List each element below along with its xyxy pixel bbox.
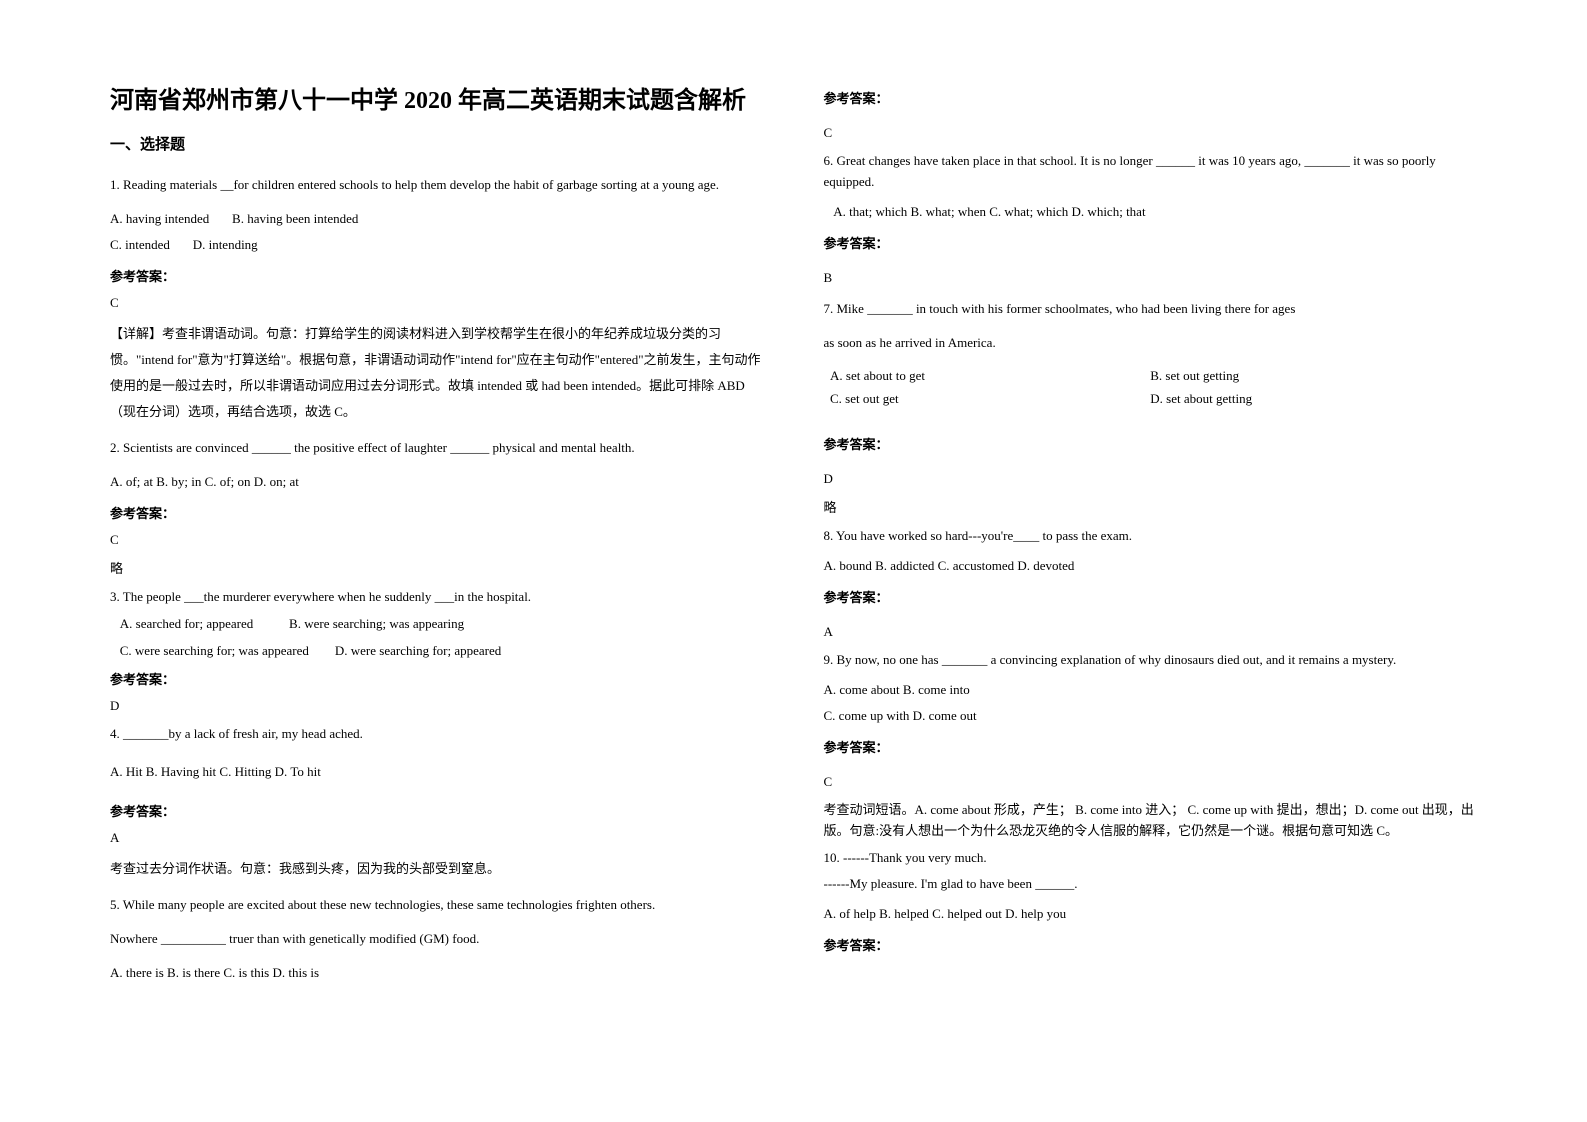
q7-opts-row2: C. set out get D. set about getting xyxy=(824,387,1478,410)
q7-optA-text: A. set about to get xyxy=(830,368,925,383)
q6-options-text: A. that; which B. what; when C. what; wh… xyxy=(833,204,1145,219)
q7-optA: A. set about to get xyxy=(824,364,1151,387)
q1-options: A. having intended B. having been intend… xyxy=(110,206,764,232)
q3-text: 3. The people ___the murderer everywhere… xyxy=(110,587,764,608)
q5-options: A. there is B. is there C. is this D. th… xyxy=(110,960,764,986)
q8-text: 8. You have worked so hard---you're____ … xyxy=(824,526,1478,547)
q2-answer: C xyxy=(110,532,764,548)
q9-answer: C xyxy=(824,774,1478,790)
q9-optsAB: A. come about B. come into xyxy=(824,677,1478,703)
spacer xyxy=(110,785,764,793)
q10-text1: 10. ------Thank you very much. xyxy=(824,848,1478,869)
q7-text1: 7. Mike _______ in touch with his former… xyxy=(824,296,1478,322)
q3-opts1: A. searched for; appeared B. were search… xyxy=(110,614,764,635)
q6-answer: B xyxy=(824,270,1478,286)
q5-answer: C xyxy=(824,125,1478,141)
q4-text: 4. _______by a lack of fresh air, my hea… xyxy=(110,724,764,745)
q3-optB: B. were searching; was appearing xyxy=(289,616,464,631)
q6-answer-label: 参考答案： xyxy=(824,233,1478,252)
q1-text: 1. Reading materials __for children ente… xyxy=(110,172,764,198)
q1-explanation: 【详解】考查非谓语动词。句意：打算给学生的阅读材料进入到学校帮学生在很小的年纪养… xyxy=(110,321,764,425)
q7-answer: D xyxy=(824,471,1478,487)
spacer xyxy=(824,262,1478,270)
q3-opts2: C. were searching for; was appeared D. w… xyxy=(110,641,764,662)
q3-optA: A. searched for; appeared xyxy=(120,616,254,631)
spacer xyxy=(110,751,764,759)
q7-answer-label: 参考答案： xyxy=(824,434,1478,453)
q2-text: 2. Scientists are convinced ______ the p… xyxy=(110,435,764,461)
q7-opts-row1: A. set about to get B. set out getting xyxy=(824,364,1478,387)
q8-answer-label: 参考答案： xyxy=(824,587,1478,606)
q9-explanation: 考查动词短语。A. come about 形成，产生； B. come into… xyxy=(824,800,1478,842)
q4-answer: A xyxy=(110,830,764,846)
q1-options2: C. intended D. intending xyxy=(110,232,764,258)
q7-optC: C. set out get xyxy=(824,387,1151,410)
q8-answer: A xyxy=(824,624,1478,640)
q10-options: A. of help B. helped C. helped out D. he… xyxy=(824,901,1478,927)
right-column: 参考答案： C 6. Great changes have taken plac… xyxy=(794,80,1493,1082)
q3-answer-label: 参考答案： xyxy=(110,669,764,688)
q10-answer-label: 参考答案： xyxy=(824,935,1478,954)
q1-optD: D. intending xyxy=(193,237,258,252)
q2-answer-label: 参考答案： xyxy=(110,503,764,522)
q5-answer-label: 参考答案： xyxy=(824,88,1478,107)
q9-answer-label: 参考答案： xyxy=(824,737,1478,756)
q8-options: A. bound B. addicted C. accustomed D. de… xyxy=(824,553,1478,579)
q2-options: A. of; at B. by; in C. of; on D. on; at xyxy=(110,469,764,495)
q1-answer-label: 参考答案： xyxy=(110,266,764,285)
left-column: 河南省郑州市第八十一中学 2020 年高二英语期末试题含解析 一、选择题 1. … xyxy=(95,80,794,1082)
q7-optD: D. set about getting xyxy=(1150,387,1477,410)
spacer xyxy=(824,117,1478,125)
q4-explanation: 考查过去分词作状语。句意：我感到头疼，因为我的头部受到窒息。 xyxy=(110,856,764,882)
q1-optA: A. having intended xyxy=(110,211,209,226)
q7-optB: B. set out getting xyxy=(1150,364,1477,387)
q10-text2: ------My pleasure. I'm glad to have been… xyxy=(824,874,1478,895)
q3-answer: D xyxy=(110,698,764,714)
spacer xyxy=(824,616,1478,624)
q1-optC: C. intended xyxy=(110,237,170,252)
spacer xyxy=(824,418,1478,426)
q4-answer-label: 参考答案： xyxy=(110,801,764,820)
spacer xyxy=(824,766,1478,774)
document-title: 河南省郑州市第八十一中学 2020 年高二英语期末试题含解析 xyxy=(110,80,764,115)
q9-text: 9. By now, no one has _______ a convinci… xyxy=(824,650,1478,671)
q7-omit: 略 xyxy=(824,497,1478,516)
q1-optB: B. having been intended xyxy=(232,211,358,226)
q7-text2: as soon as he arrived in America. xyxy=(824,330,1478,356)
q5-text1: 5. While many people are excited about t… xyxy=(110,892,764,918)
q7-optC-text: C. set out get xyxy=(830,391,899,406)
q1-answer: C xyxy=(110,295,764,311)
spacer xyxy=(824,463,1478,471)
q4-options: A. Hit B. Having hit C. Hitting D. To hi… xyxy=(110,759,764,785)
q3-optC: C. were searching for; was appeared xyxy=(120,643,309,658)
section-heading: 一、选择题 xyxy=(110,133,764,154)
q6-text: 6. Great changes have taken place in tha… xyxy=(824,151,1478,193)
q2-omit: 略 xyxy=(110,558,764,577)
q5-text2: Nowhere __________ truer than with genet… xyxy=(110,926,764,952)
q9-optsCD: C. come up with D. come out xyxy=(824,703,1478,729)
q6-options: A. that; which B. what; when C. what; wh… xyxy=(824,199,1478,225)
spacer xyxy=(824,410,1478,418)
q3-optD: D. were searching for; appeared xyxy=(335,643,501,658)
